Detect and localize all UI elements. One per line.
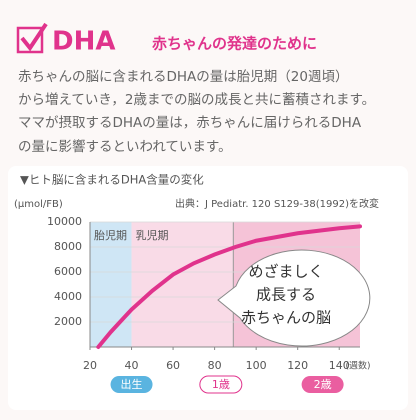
subtitle: 赤ちゃんの発達のために	[152, 35, 317, 53]
x-tick-label: 60	[166, 359, 180, 372]
region	[131, 222, 234, 347]
region-label: 乳児期	[136, 229, 169, 242]
annotation: 赤ちゃんの脳	[241, 309, 331, 327]
milestone-pill	[110, 376, 153, 393]
speech-bubble	[217, 249, 371, 347]
body-line: 赤ちゃんの脳に含まれるDHAの量は胎児期（20週頃）	[18, 69, 348, 85]
x-tick-label: 140	[329, 359, 350, 372]
annotation: 成長する	[256, 286, 316, 304]
y-tick-label: 8000	[54, 240, 82, 253]
milestone-label: 1歳	[212, 378, 230, 391]
x-axis-label: (週数)	[345, 360, 370, 372]
source: 出典：J Pediatr. 120 S129-38(1992)を改変	[175, 197, 379, 210]
line	[96, 224, 362, 349]
x-tick-label: 120	[287, 359, 308, 372]
body-line: の量に影響するといわれています。	[18, 138, 232, 155]
region	[90, 222, 132, 347]
y-tick-label: 2000	[54, 315, 82, 328]
chart-title: ▼ヒト脳に含まれるDHA含量の変化	[20, 173, 204, 187]
check-mark	[20, 22, 48, 52]
y-tick-label: 6000	[54, 265, 82, 278]
body-line: ママが摂取するDHAの量は，赤ちゃんに届けられるDHA	[18, 115, 362, 131]
y-axis-label: (μmol/FB)	[14, 199, 63, 210]
y-tick-label: 4000	[54, 290, 82, 303]
milestone-label: 出生	[121, 377, 143, 391]
region-label: 胎児期	[94, 228, 127, 242]
y-tick-label: 10000	[47, 215, 82, 228]
title: DHA	[52, 27, 115, 57]
milestone-pill	[199, 375, 243, 394]
annotation: めざましく	[248, 263, 323, 281]
milestone-label: 2歳	[314, 378, 332, 391]
body-line: から増えていき，2歳までの脳の成長と共に蓄積されます。	[18, 92, 375, 108]
x-tick-label: 40	[125, 359, 139, 372]
milestone-pill	[301, 376, 344, 393]
x-tick-label: 100	[246, 359, 267, 372]
x-tick-label: 20	[83, 359, 97, 372]
check-icon	[16, 26, 44, 54]
x-tick-label: 80	[208, 359, 222, 372]
